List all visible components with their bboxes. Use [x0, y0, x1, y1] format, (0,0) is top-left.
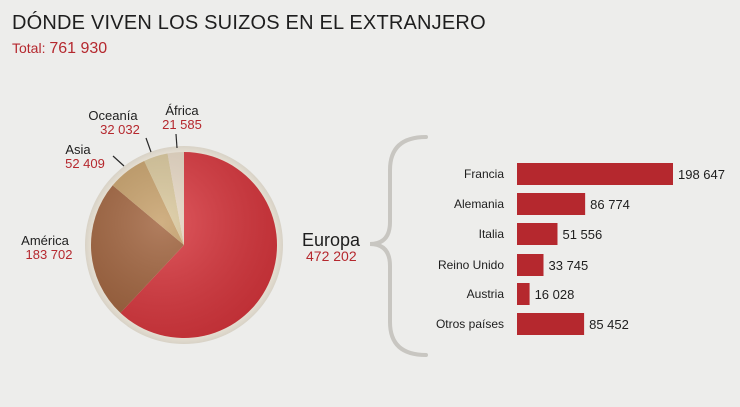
pie-label-asia: Asia: [65, 142, 91, 157]
leader-line-asia: [112, 155, 125, 167]
bar-label-reino-unido: Reino Unido: [438, 258, 504, 272]
bar-value-francia: 198 647: [678, 167, 725, 182]
bar-otros-paises: [517, 313, 585, 335]
bar-label-francia: Francia: [464, 167, 504, 181]
pie-value-africa: 21 585: [162, 117, 202, 132]
bar-italia: [517, 223, 558, 245]
bar-label-alemania: Alemania: [454, 197, 504, 211]
bar-value-austria: 16 028: [535, 287, 575, 302]
brace-bracket: [369, 135, 428, 357]
bar-reino-unido: [517, 254, 544, 276]
leader-line-africa: [175, 133, 178, 149]
pie-label-america: América: [21, 233, 69, 248]
bar-label-italia: Italia: [479, 227, 505, 241]
pie-value-america: 183 702: [26, 247, 73, 262]
pie-value-europa: 472 202: [306, 248, 357, 264]
bar-chart: Francia 198 647 Alemania 86 774 Italia 51 556…: [436, 163, 725, 335]
total-label: Total:: [12, 40, 46, 56]
bar-label-otros-paises: Otros países: [436, 317, 504, 331]
bar-label-austria: Austria: [467, 287, 505, 301]
bar-value-otros-paises: 85 452: [589, 317, 629, 332]
pie-label-africa: África: [165, 103, 199, 118]
bar-francia: [517, 163, 673, 185]
bar-alemania: [517, 193, 586, 215]
leader-lines: [112, 133, 178, 167]
bar-value-italia: 51 556: [562, 227, 602, 242]
pie-label-oceania: Oceanía: [88, 108, 138, 123]
total-value: 761 930: [49, 40, 108, 57]
leader-line-oceania: [145, 137, 152, 153]
bar-value-reino-unido: 33 745: [549, 258, 589, 273]
pie-label-europa: Europa: [302, 230, 361, 250]
bar-austria: [517, 283, 530, 305]
pie-value-oceania: 32 032: [100, 122, 140, 137]
pie-value-asia: 52 409: [65, 156, 105, 171]
bar-value-alemania: 86 774: [590, 197, 630, 212]
chart-title: DÓNDE VIVEN LOS SUIZOS EN EL EXTRANJERO: [12, 12, 486, 34]
pie-slices: [91, 152, 278, 338]
total-line: Total: 761 930: [12, 40, 107, 58]
